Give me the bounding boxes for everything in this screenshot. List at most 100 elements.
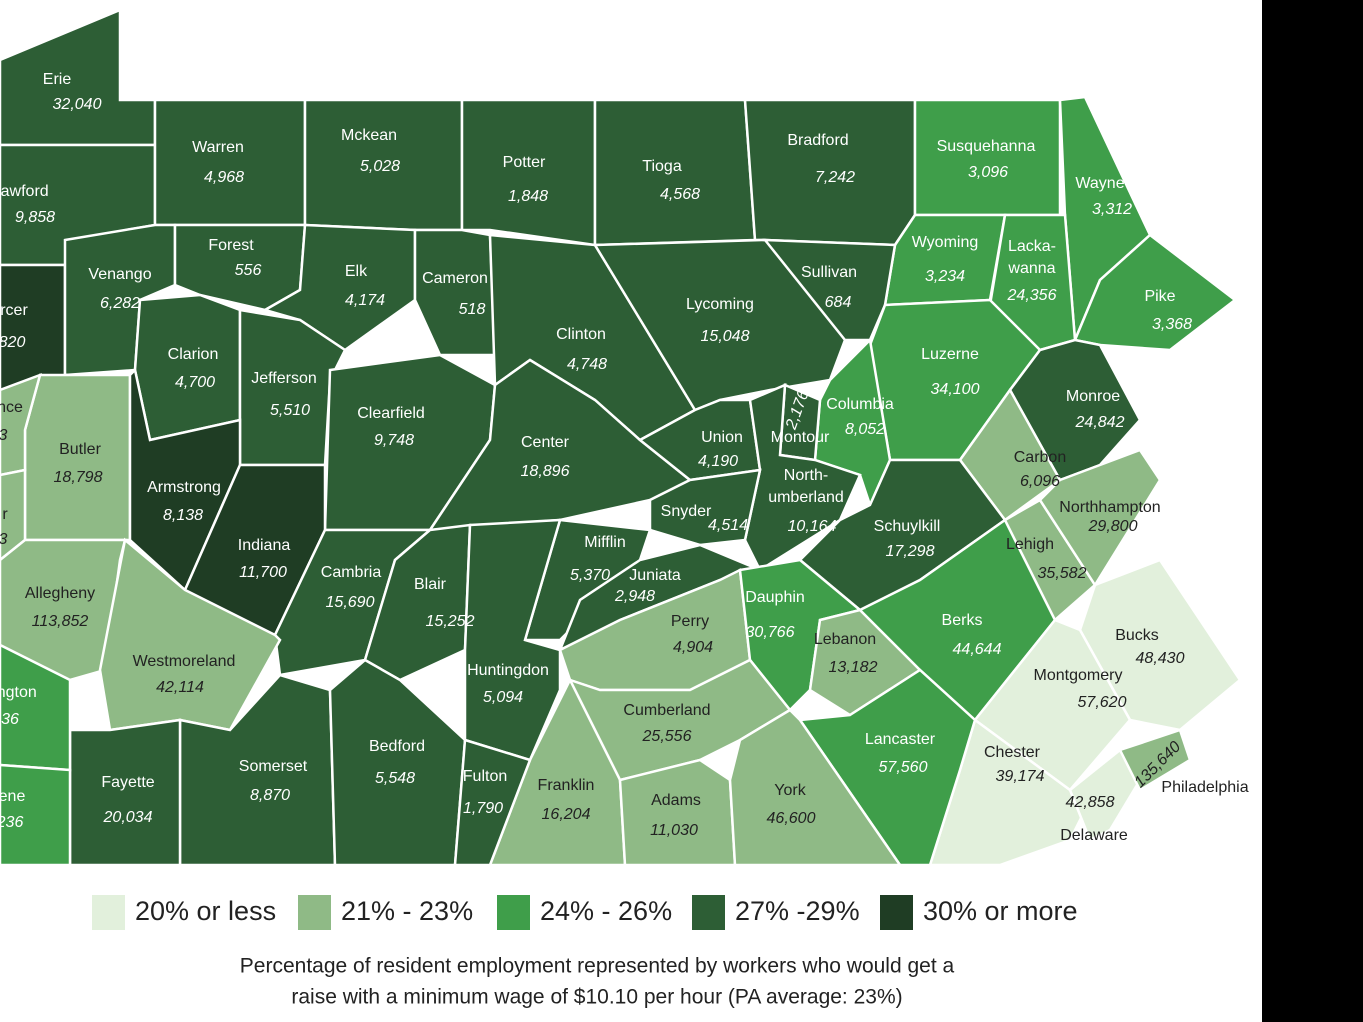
county-shape <box>0 763 72 867</box>
legend-label: 27% -29% <box>735 896 860 926</box>
legend-swatch <box>92 895 125 930</box>
county-value: 3 <box>0 531 8 548</box>
county-name: Allegheny <box>25 585 95 602</box>
county-value: 8,052 <box>845 421 885 438</box>
legend: 20% or less 21% - 23% 24% - 26% 27% -29% 30%… <box>92 895 1078 930</box>
county-name: Monroe <box>1066 388 1120 405</box>
county-value: 18,896 <box>521 463 570 480</box>
county-name: Bedford <box>369 738 425 755</box>
legend-swatch <box>692 895 725 930</box>
county-value: 15,690 <box>326 594 375 611</box>
county-name: ene <box>0 788 25 805</box>
legend-label: 24% - 26% <box>540 896 672 926</box>
county-value: 4,700 <box>175 374 215 391</box>
county-value: 57,620 <box>1078 694 1127 711</box>
county-value: 10,164 <box>788 518 837 535</box>
county-name: Cameron <box>422 270 488 287</box>
county-name: Center <box>521 434 570 451</box>
county-name: Tioga <box>642 158 682 175</box>
county-name: Montgomery <box>1034 667 1123 684</box>
county-name: Schuylkill <box>874 518 941 535</box>
legend-swatch <box>497 895 530 930</box>
county-value: 48,430 <box>1136 650 1185 667</box>
county-name: Lancaster <box>865 731 936 748</box>
county-name: rawford <box>0 183 49 200</box>
county-value: 113,852 <box>32 613 89 630</box>
county-value: 3,234 <box>925 268 965 285</box>
county-value: 4,968 <box>204 169 244 186</box>
county-shape <box>68 718 182 867</box>
county-value: 4,904 <box>673 639 713 656</box>
legend-label: 30% or more <box>923 896 1078 926</box>
county-name: Blair <box>414 576 447 593</box>
county-name: York <box>774 782 806 799</box>
county-name: Chester <box>984 744 1041 761</box>
county-name: Indiana <box>238 537 291 554</box>
county-value: 6,282 <box>100 295 140 312</box>
county-value: 15,252 <box>426 613 475 630</box>
county-value: 9,858 <box>15 209 55 226</box>
county-name: Lacka- <box>1008 238 1056 255</box>
county-value: 15,048 <box>701 328 750 345</box>
county-value: 9,748 <box>374 432 414 449</box>
county-value: 8,870 <box>250 787 290 804</box>
county-value: 42,114 <box>156 679 204 696</box>
county-name: Venango <box>88 266 151 283</box>
county-value: 684 <box>825 294 852 311</box>
county-value: 5,094 <box>483 689 523 706</box>
county-name: Forest <box>208 237 254 254</box>
county-name: Fulton <box>463 768 507 785</box>
county-value: 11,700 <box>239 564 287 581</box>
county-value: 3 <box>0 427 8 444</box>
county-value: 36 <box>1 711 19 728</box>
county-shape <box>133 293 242 442</box>
county-value: 29,800 <box>1088 518 1138 535</box>
county-value: 20,034 <box>103 809 153 826</box>
county-name: Potter <box>503 154 546 171</box>
county-name: Wyoming <box>912 234 979 251</box>
county-value: 35,582 <box>1038 565 1087 582</box>
county-name: Delaware <box>1060 827 1128 844</box>
county-value: 44,644 <box>953 641 1002 658</box>
county-value: 24,842 <box>1075 414 1125 431</box>
county-value: 4,568 <box>660 186 700 203</box>
county-value: 39,174 <box>996 768 1045 785</box>
legend-swatch <box>298 895 331 930</box>
county-name: Luzerne <box>921 346 979 363</box>
county-name: Perry <box>671 613 709 630</box>
county-value: 5,548 <box>375 770 415 787</box>
county-name: Lebanon <box>814 631 876 648</box>
counties <box>0 8 1242 867</box>
county-shape <box>453 738 532 867</box>
county-value: 518 <box>459 301 486 318</box>
county-value: 4,174 <box>345 292 385 309</box>
county-shape <box>728 708 903 867</box>
county-name: Adams <box>651 792 701 809</box>
county-value: 16,204 <box>542 806 591 823</box>
county-name: Westmoreland <box>133 653 236 670</box>
county-name: Jefferson <box>251 370 317 387</box>
county-shape <box>0 372 42 477</box>
county-shape <box>618 758 737 867</box>
county-name: nce <box>0 399 23 416</box>
county-name: Cambria <box>321 564 382 581</box>
county-value: 57,560 <box>879 759 928 776</box>
county-name: Bradford <box>787 132 848 149</box>
county-value: 34,100 <box>931 381 980 398</box>
county-value: 4,190 <box>698 453 738 470</box>
county-name: Columbia <box>826 396 894 413</box>
county-value: 1,848 <box>508 188 548 205</box>
county-name: Susquehanna <box>937 138 1036 155</box>
legend-label: 20% or less <box>135 896 276 926</box>
county-value: 1,790 <box>463 800 503 817</box>
county-name: Berks <box>942 612 983 629</box>
county-name: Philadelphia <box>1161 779 1248 796</box>
county-name: Sullivan <box>801 264 857 281</box>
county-shape <box>153 98 307 227</box>
county-name: Erie <box>43 71 72 88</box>
county-value: 46,600 <box>767 810 816 827</box>
county-name: Armstrong <box>147 479 221 496</box>
county-value: 5,370 <box>570 567 610 584</box>
county-shape <box>0 8 157 147</box>
